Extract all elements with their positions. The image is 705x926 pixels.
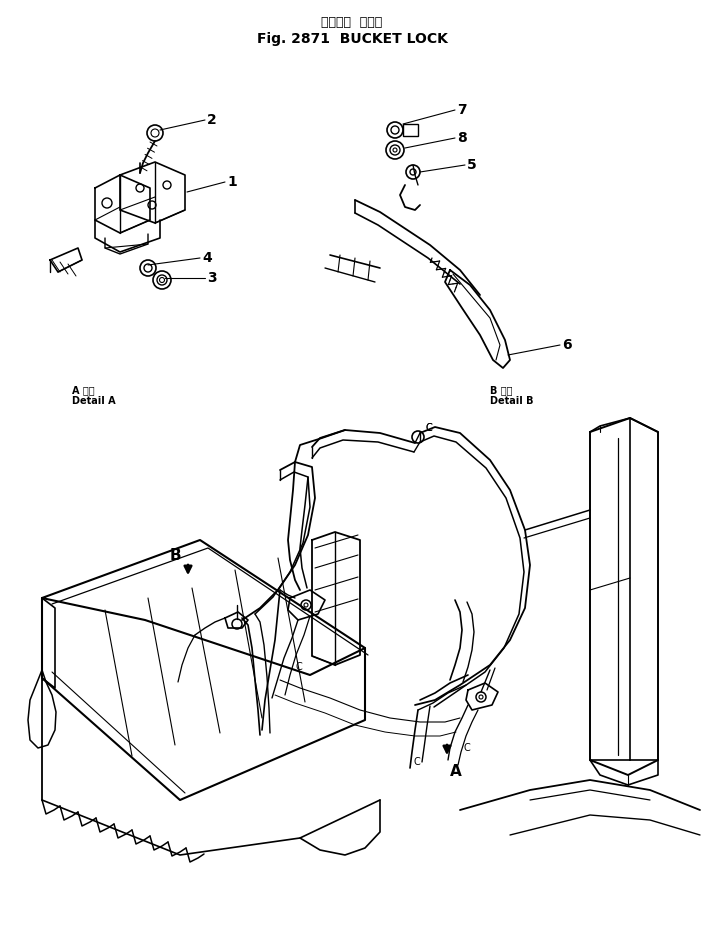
Text: 7: 7: [457, 103, 467, 117]
Text: C: C: [425, 423, 431, 433]
Text: B 詳細: B 詳細: [490, 385, 513, 395]
Text: 1: 1: [227, 175, 237, 189]
Text: C: C: [426, 423, 433, 433]
Text: C: C: [413, 757, 419, 767]
Text: 5: 5: [467, 158, 477, 172]
Text: 8: 8: [457, 131, 467, 145]
Text: C: C: [463, 743, 470, 753]
Text: A: A: [450, 765, 462, 780]
Text: Detail B: Detail B: [490, 396, 534, 406]
Text: Detail A: Detail A: [72, 396, 116, 406]
Text: A 詳細: A 詳細: [72, 385, 94, 395]
Text: 6: 6: [562, 338, 572, 352]
Text: 4: 4: [202, 251, 212, 265]
Text: Fig. 2871  BUCKET LOCK: Fig. 2871 BUCKET LOCK: [257, 32, 448, 46]
Text: 2: 2: [207, 113, 216, 127]
Text: 3: 3: [207, 271, 216, 285]
Text: C: C: [296, 662, 302, 672]
Text: B: B: [170, 547, 182, 562]
Text: バケット  ロック: バケット ロック: [321, 16, 383, 29]
